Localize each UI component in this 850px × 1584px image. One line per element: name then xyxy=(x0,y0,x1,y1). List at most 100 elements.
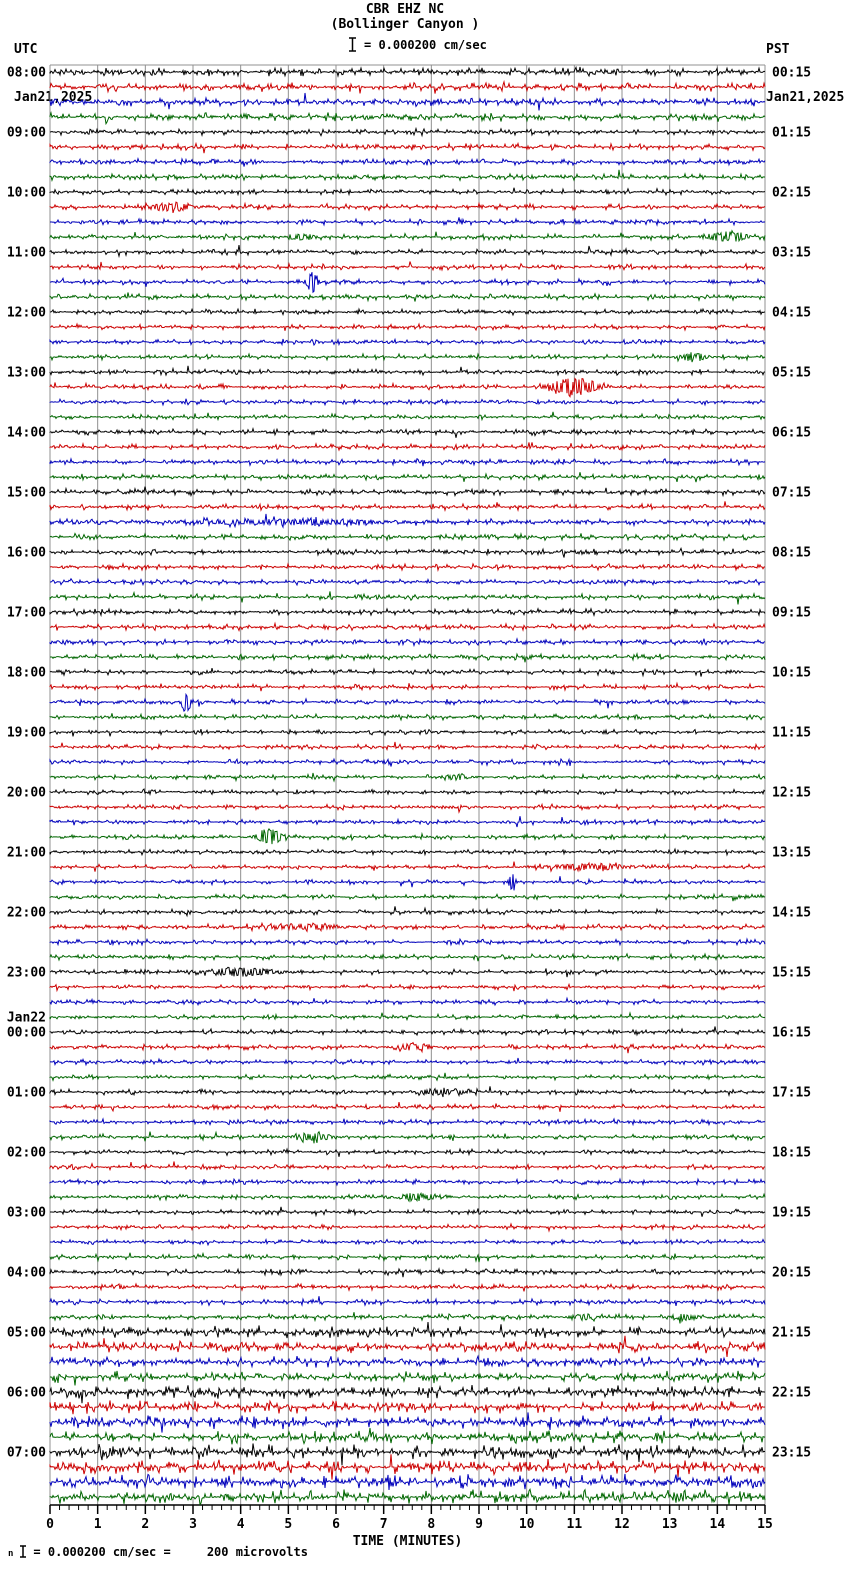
utc-hour-label: 07:00 xyxy=(7,1446,46,1461)
seismogram-trace-0300-red xyxy=(50,1222,766,1233)
pst-label: PST xyxy=(766,42,790,57)
seismogram-trace-0300-blue xyxy=(50,1237,766,1247)
x-axis-label: TIME (MINUTES) xyxy=(353,1534,463,1549)
seismogram-trace-0100-green xyxy=(49,1130,766,1144)
x-tick-label: 0 xyxy=(46,1517,54,1532)
seismogram-trace-1500-red xyxy=(49,501,766,512)
seismogram-trace-1600-blue xyxy=(50,577,766,587)
seismogram-trace-2100-black xyxy=(49,847,766,857)
seismogram-trace-0600-green xyxy=(49,1427,766,1446)
seismogram-trace-1600-red xyxy=(49,561,766,572)
seismogram-trace-1100-green xyxy=(49,292,766,303)
x-tick-label: 15 xyxy=(757,1517,773,1532)
seismogram-trace-1900-black xyxy=(49,728,766,737)
seismogram-trace-2000-blue xyxy=(49,816,766,828)
seismogram-trace-1700-black xyxy=(49,607,766,618)
seismogram-trace-1200-blue xyxy=(49,337,766,347)
x-tick-label: 9 xyxy=(475,1517,483,1532)
x-tick-label: 11 xyxy=(567,1517,583,1532)
seismogram-trace-0700-red xyxy=(49,1454,766,1480)
utc-header: UTC Jan21,2025 xyxy=(14,10,92,138)
footer-legend: n = 0.000200 cm/sec = 200 microvolts xyxy=(8,1544,308,1559)
utc-hour-label: 11:00 xyxy=(7,246,46,261)
seismogram-trace-0600-red xyxy=(49,1399,766,1415)
utc-hour-label: 01:00 xyxy=(7,1086,46,1101)
pst-hour-label: 23:15 xyxy=(772,1446,811,1461)
utc-hour-label: 08:00 xyxy=(7,66,46,81)
utc-label: UTC xyxy=(14,42,38,57)
seismogram-trace-1700-blue xyxy=(49,637,766,648)
seismogram-trace-0000-black xyxy=(49,1026,766,1037)
seismogram-trace-0400-green xyxy=(49,1312,766,1324)
seismogram-trace-2200-black xyxy=(49,906,766,918)
pst-hour-label: 15:15 xyxy=(772,966,811,981)
seismogram-trace-1400-green xyxy=(49,472,766,483)
pst-hour-label: 06:15 xyxy=(772,426,811,441)
seismogram-trace-2200-green xyxy=(49,952,766,962)
seismogram-trace-0500-red xyxy=(49,1335,766,1358)
seismogram-trace-1500-black xyxy=(49,486,766,498)
pst-hour-label: 03:15 xyxy=(772,246,811,261)
date-rollover-label: Jan22 xyxy=(7,1011,46,1026)
seismogram-trace-2100-blue xyxy=(49,874,766,891)
seismogram-trace-1800-blue xyxy=(49,692,766,713)
seismogram-trace-1100-red xyxy=(49,261,766,272)
seismogram-trace-1000-blue xyxy=(50,217,766,227)
seismogram-trace-1200-red xyxy=(50,322,766,332)
pst-hour-label: 04:15 xyxy=(772,306,811,321)
seismogram-trace-0700-green xyxy=(49,1487,766,1506)
utc-hour-label: 17:00 xyxy=(7,606,46,621)
seismogram-trace-2300-black xyxy=(49,966,766,978)
pst-hour-label: 11:15 xyxy=(772,726,811,741)
x-tick-label: 3 xyxy=(189,1517,197,1532)
x-tick-label: 8 xyxy=(427,1517,435,1532)
x-tick-label: 14 xyxy=(710,1517,726,1532)
seismogram-trace-1400-blue xyxy=(49,457,766,467)
utc-hour-label: 16:00 xyxy=(7,546,46,561)
seismogram-trace-0700-black xyxy=(49,1443,766,1466)
seismogram-trace-2000-black xyxy=(49,788,766,796)
seismogram-trace-0600-black xyxy=(49,1384,765,1404)
seismogram-trace-1500-green xyxy=(49,532,766,542)
pst-hour-label: 14:15 xyxy=(772,906,811,921)
seismogram-trace-0900-blue xyxy=(49,157,766,167)
seismogram-trace-0600-blue xyxy=(49,1412,766,1433)
seismogram-trace-0200-blue xyxy=(49,1177,766,1187)
seismogram-trace-2100-green xyxy=(49,892,766,902)
seismogram-trace-1900-blue xyxy=(49,757,766,767)
seismogram-trace-1800-green xyxy=(49,712,766,722)
utc-hour-label: 15:00 xyxy=(7,486,46,501)
seismogram-trace-1100-blue xyxy=(49,272,766,294)
seismogram-trace-0200-black xyxy=(49,1147,766,1157)
seismogram-trace-1000-red xyxy=(49,201,766,214)
seismogram-trace-1300-green xyxy=(49,411,766,422)
station-subtitle: (Bollinger Canyon ) xyxy=(330,17,480,32)
seismogram-trace-2300-red xyxy=(49,982,766,993)
seismogram-trace-1400-red xyxy=(49,442,766,452)
grid xyxy=(49,64,766,1505)
seismogram-trace-1400-black xyxy=(49,426,766,438)
x-tick-label: 12 xyxy=(614,1517,630,1532)
utc-hour-label: 12:00 xyxy=(7,306,46,321)
seismogram-trace-0300-green xyxy=(49,1251,766,1263)
pst-hour-label: 18:15 xyxy=(772,1146,811,1161)
seismogram-trace-1000-black xyxy=(49,187,766,197)
scale-legend: = 0.000200 cm/sec xyxy=(348,36,487,53)
seismogram-trace-1700-red xyxy=(49,621,766,632)
seismogram-trace-1800-red xyxy=(49,681,766,692)
seismogram-trace-2000-red xyxy=(49,802,766,814)
seismogram-trace-2000-green xyxy=(49,827,766,845)
pst-hour-label: 09:15 xyxy=(772,606,811,621)
pst-hour-label: 00:15 xyxy=(772,66,811,81)
pst-header: PST Jan21,2025 xyxy=(766,10,844,138)
utc-hour-label: 02:00 xyxy=(7,1146,46,1161)
seismogram-trace-1600-green xyxy=(49,590,766,605)
seismogram-trace-0100-red xyxy=(49,1102,766,1113)
seismogram-trace-2200-red xyxy=(49,921,766,933)
utc-hour-label: 20:00 xyxy=(7,786,46,801)
footer-scale-bar-icon xyxy=(20,1545,27,1558)
seismogram-trace-0000-red xyxy=(49,1041,766,1054)
x-tick-label: 5 xyxy=(284,1517,292,1532)
